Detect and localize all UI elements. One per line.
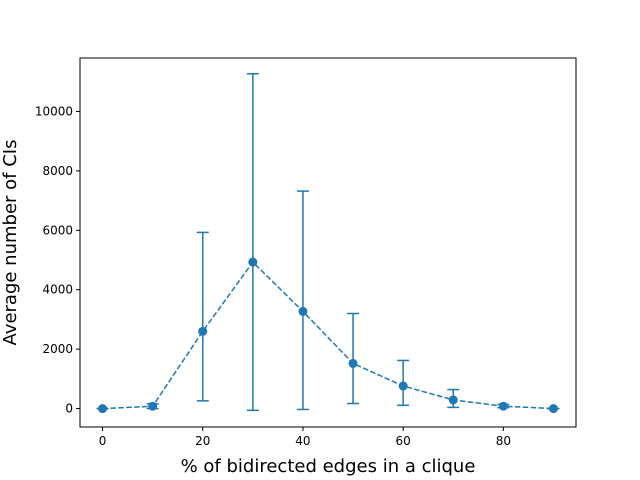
data-point (148, 401, 158, 411)
y-tick-label: 8000 (42, 164, 73, 178)
x-axis-ticks: 0 20 40 60 80 (99, 427, 511, 448)
x-tick-label: 40 (295, 434, 310, 448)
data-point (98, 404, 108, 414)
data-point (498, 401, 508, 411)
data-point (398, 381, 408, 391)
y-axis-ticks: 0 2000 4000 6000 8000 10000 (35, 104, 80, 416)
y-tick-label: 4000 (42, 283, 73, 297)
error-bars (96, 72, 560, 412)
x-tick-label: 20 (195, 434, 210, 448)
x-tick-label: 60 (396, 434, 411, 448)
plot-frame (79, 57, 577, 428)
data-point (248, 257, 258, 267)
x-tick-label: 80 (496, 434, 511, 448)
y-axis-label: Average number of CIs (0, 140, 21, 346)
y-tick-label: 2000 (42, 342, 73, 356)
data-point (198, 326, 208, 336)
data-point (548, 404, 558, 414)
y-tick-label: 6000 (42, 223, 73, 237)
data-point (348, 358, 358, 368)
data-point (298, 306, 308, 316)
x-tick-label: 0 (99, 434, 107, 448)
y-tick-label: 0 (65, 402, 73, 416)
x-axis-label: % of bidirected edges in a clique (181, 456, 476, 477)
data-point (448, 395, 458, 405)
y-tick-label: 10000 (35, 104, 73, 118)
series-line (102, 260, 554, 410)
data-series (98, 257, 558, 414)
